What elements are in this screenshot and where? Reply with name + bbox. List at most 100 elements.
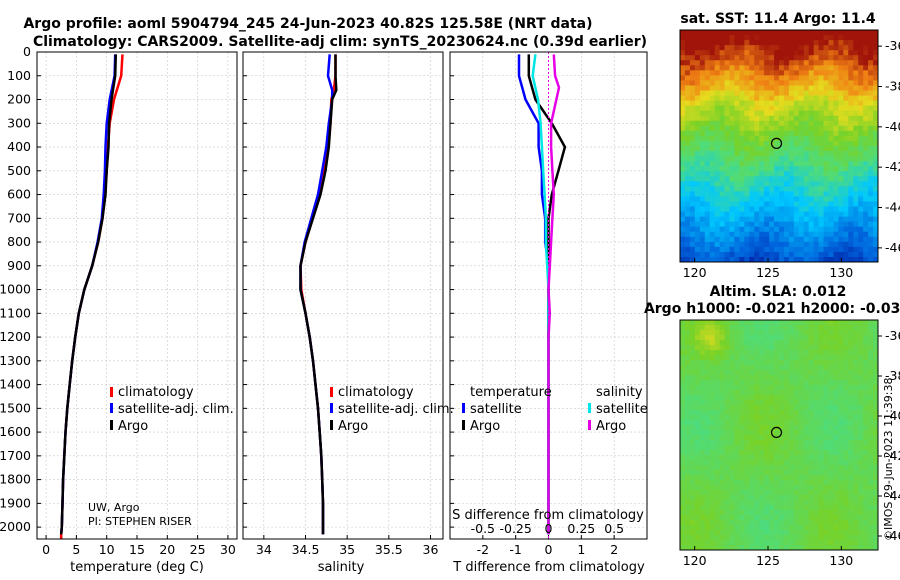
heatmap-cell <box>689 335 696 341</box>
heatmap-cell <box>793 450 800 456</box>
map-y-tick-label: -42 <box>885 159 900 174</box>
heatmap-cell <box>734 140 740 147</box>
heatmap-cell <box>744 201 750 207</box>
heatmap-cell <box>684 166 691 172</box>
heatmap-cell <box>788 485 795 491</box>
x-tick-label: 25 <box>190 542 206 557</box>
heatmap-cell <box>759 236 765 243</box>
heatmap-cell <box>684 495 691 501</box>
heatmap-cell <box>680 166 686 172</box>
heatmap-cell <box>744 35 750 41</box>
heatmap-cell <box>828 45 834 51</box>
heatmap-cell <box>754 380 760 386</box>
heatmap-cell <box>843 340 849 346</box>
heatmap-cell <box>779 495 785 501</box>
heatmap-cell <box>868 95 874 102</box>
heatmap-cell <box>788 330 795 336</box>
heatmap-cell <box>779 320 785 326</box>
heatmap-cell <box>769 251 775 258</box>
heatmap-cell <box>704 365 711 371</box>
heatmap-cell <box>873 60 879 66</box>
heatmap-cell <box>694 475 701 481</box>
x-tick-label: 36 <box>423 542 439 557</box>
heatmap-cell <box>793 166 800 172</box>
heatmap-cell <box>759 30 765 36</box>
heatmap-cell <box>858 65 864 71</box>
heatmap-cell <box>843 420 849 426</box>
heatmap-cell <box>709 450 716 456</box>
heatmap-cell <box>798 181 805 187</box>
heatmap-cell <box>680 110 686 117</box>
heatmap-cell <box>853 181 859 187</box>
heatmap-cell <box>788 125 795 132</box>
heatmap-cell <box>798 151 805 157</box>
map-x-tick-label: 130 <box>829 265 853 280</box>
heatmap-cell <box>838 221 844 228</box>
heatmap-cell <box>699 530 706 536</box>
heatmap-cell <box>739 375 745 381</box>
heatmap-cell <box>783 45 790 51</box>
heatmap-cell <box>803 130 810 137</box>
heatmap-cell <box>744 465 750 471</box>
heatmap-cell <box>783 90 790 96</box>
heatmap-cell <box>783 75 790 81</box>
heatmap-cell <box>818 520 824 526</box>
heatmap-cell <box>779 440 785 446</box>
heatmap-cell <box>734 530 740 536</box>
heatmap-cell <box>823 380 829 386</box>
heatmap-cell <box>853 201 859 207</box>
heatmap-cell <box>709 146 716 152</box>
heatmap-cell <box>818 115 824 122</box>
heatmap-cell <box>749 146 755 152</box>
heatmap-cell <box>873 485 879 491</box>
heatmap-cell <box>828 525 834 531</box>
heatmap-cell <box>818 151 824 157</box>
heatmap-cell <box>798 480 805 486</box>
heatmap-cell <box>863 445 869 451</box>
heatmap-cell <box>779 226 785 233</box>
heatmap-cell <box>873 375 879 381</box>
heatmap-cell <box>783 545 790 551</box>
heatmap-cell <box>779 90 785 96</box>
heatmap-cell <box>793 440 800 446</box>
heatmap-cell <box>724 400 730 406</box>
heatmap-cell <box>798 490 805 496</box>
heatmap-cell <box>793 410 800 416</box>
heatmap-cell <box>764 480 770 486</box>
heatmap-cell <box>863 390 869 396</box>
heatmap-cell <box>833 146 839 152</box>
heatmap-cell <box>714 490 720 496</box>
heatmap-cell <box>808 30 815 36</box>
heatmap-cell <box>684 60 691 66</box>
series-line-satellite-adj-clim- <box>299 54 334 535</box>
heatmap-cell <box>774 345 780 351</box>
heatmap-cell <box>684 65 691 71</box>
heatmap-cell <box>833 330 839 336</box>
heatmap-cell <box>739 256 745 263</box>
heatmap-cell <box>754 135 760 142</box>
heatmap-cell <box>813 345 819 351</box>
heatmap-cell <box>828 90 834 96</box>
heatmap-cell <box>689 146 696 152</box>
heatmap-cell <box>694 246 701 253</box>
heatmap-cell <box>798 95 805 102</box>
heatmap-cell <box>858 395 864 401</box>
heatmap-cell <box>714 196 720 202</box>
heatmap-cell <box>813 75 819 81</box>
heatmap-cell <box>694 105 701 112</box>
heatmap-cell <box>818 460 824 466</box>
heatmap-cell <box>823 90 829 96</box>
heatmap-cell <box>689 425 696 431</box>
heatmap-cell <box>774 95 780 102</box>
heatmap-cell <box>793 45 800 51</box>
heatmap-cell <box>779 221 785 228</box>
heatmap-cell <box>754 211 760 218</box>
heatmap-cell <box>813 135 819 142</box>
heatmap-cell <box>709 191 716 197</box>
heatmap-cell <box>853 515 859 521</box>
heatmap-cell <box>729 385 735 391</box>
heatmap-cell <box>759 470 765 476</box>
heatmap-cell <box>838 335 844 341</box>
series-line-s-argo <box>547 54 561 535</box>
heatmap-cell <box>729 130 735 137</box>
